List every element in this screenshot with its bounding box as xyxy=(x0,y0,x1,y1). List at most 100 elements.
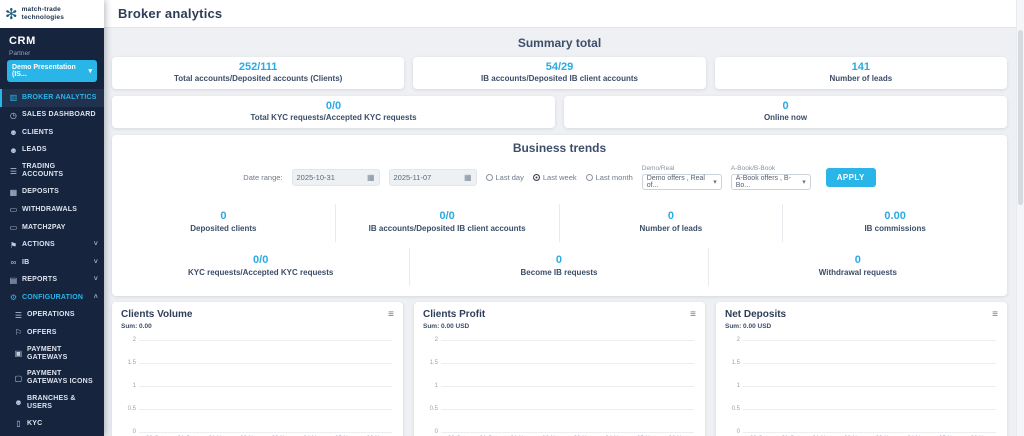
brand-name: match-trade technologies xyxy=(22,6,65,22)
date-range-label: Date range: xyxy=(243,173,282,182)
summary-card-kyc-requests: 0/0 Total KYC requests/Accepted KYC requ… xyxy=(112,96,555,128)
chart-menu-icon[interactable]: ≡ xyxy=(388,310,394,320)
radio-last-week[interactable]: Last week xyxy=(533,173,577,182)
gridline xyxy=(743,386,996,387)
demo-real-select[interactable]: Demo offers , Real of... ▾ xyxy=(642,174,722,190)
stat-label: Withdrawal requests xyxy=(715,268,1001,277)
sidebar-item-match2pay[interactable]: ▭ MATCH2PAY xyxy=(0,219,104,237)
sidebar-item-sales-dashboard[interactable]: ◷ SALES DASHBOARD xyxy=(0,107,104,125)
bar-chart-icon: ▥ xyxy=(9,93,18,102)
radio-circle-icon xyxy=(533,174,540,181)
y-tick-label: 2 xyxy=(121,337,136,343)
summary-card-online-now: 0 Online now xyxy=(564,96,1007,128)
users-icon: ☻ xyxy=(9,128,18,137)
sidebar-item-operations[interactable]: ☰ OPERATIONS xyxy=(0,307,104,325)
sidebar-item-deposits[interactable]: ▦ DEPOSITS xyxy=(0,184,104,202)
list-icon: ☰ xyxy=(14,311,23,320)
charts-row: Clients Volume ≡ Sum: 0.00 21.510.50 30 … xyxy=(112,302,1007,436)
abook-bbook-label: A-Book/B-Book xyxy=(731,165,811,172)
stat-label: IB accounts/Deposited IB client accounts xyxy=(419,74,699,83)
flag-icon: ⚑ xyxy=(9,241,18,250)
main-area: Broker analytics Summary total 252/111 T… xyxy=(104,0,1024,436)
scrollbar-thumb[interactable] xyxy=(1018,30,1023,205)
crm-label: CRM xyxy=(0,28,104,50)
chart-clients-profit: Clients Profit ≡ Sum: 0.00 USD 21.510.50… xyxy=(414,302,705,436)
sidebar-item-leads[interactable]: ☻ LEADS xyxy=(0,142,104,160)
date-from-input[interactable]: 2025-10-31 ▦ xyxy=(292,169,380,186)
y-tick-label: 0 xyxy=(121,429,136,435)
business-trends-title: Business trends xyxy=(112,141,1007,161)
chevron-up-icon: ˄ xyxy=(94,294,98,302)
stat-label: Total accounts/Deposited accounts (Clien… xyxy=(118,74,398,83)
gridline xyxy=(441,340,694,341)
radio-circle-icon xyxy=(486,174,493,181)
y-tick-label: 1 xyxy=(725,383,740,389)
radio-last-day[interactable]: Last day xyxy=(486,173,524,182)
sidebar-item-offers[interactable]: ⚐ OFFERS xyxy=(0,324,104,342)
chart-menu-icon[interactable]: ≡ xyxy=(992,310,998,320)
abook-bbook-select[interactable]: A-Book offers , B-Bo... ▾ xyxy=(731,174,811,190)
sidebar-item-payment-gateways-icons[interactable]: ▢ PAYMENT GATEWAYS ICONS xyxy=(0,366,104,390)
gridline xyxy=(139,363,392,364)
sidebar-item-kyc[interactable]: ▯ KYC xyxy=(0,415,104,433)
sidebar-item-payment-gateways[interactable]: ▣ PAYMENT GATEWAYS xyxy=(0,342,104,366)
page-header: Broker analytics xyxy=(104,0,1024,28)
radio-last-month[interactable]: Last month xyxy=(586,173,633,182)
briefcase-icon: ▣ xyxy=(14,349,23,358)
stat-value: 0 xyxy=(566,210,777,222)
partner-select[interactable]: Demo Presentation (IS... ▾ xyxy=(7,60,97,82)
stat-label: IB commissions xyxy=(789,224,1001,233)
sidebar-item-withdrawals[interactable]: ▭ WITHDRAWALS xyxy=(0,201,104,219)
chart-title: Net Deposits xyxy=(725,309,786,320)
gridline xyxy=(139,432,392,433)
sidebar-item-reports[interactable]: ▤ REPORTS ˅ xyxy=(0,272,104,290)
apply-button[interactable]: APPLY xyxy=(826,168,876,187)
sidebar-item-ib[interactable]: ∞ IB ˅ xyxy=(0,254,104,272)
gridline xyxy=(139,386,392,387)
list-icon: ☰ xyxy=(9,167,18,176)
stat-label: Number of leads xyxy=(566,224,777,233)
wrench-icon: ⚙ xyxy=(9,293,18,302)
chevron-down-icon: ˅ xyxy=(94,241,98,249)
trends-stats-row-2: 0/0 KYC requests/Accepted KYC requests 0… xyxy=(112,244,1007,292)
sidebar-item-configuration[interactable]: ⚙ CONFIGURATION ˄ xyxy=(0,289,104,307)
stat-deposited-clients: 0 Deposited clients xyxy=(112,204,336,242)
y-tick-label: 1 xyxy=(121,383,136,389)
link-icon: ∞ xyxy=(9,258,18,267)
sidebar-item-broker-analytics[interactable]: ▥ BROKER ANALYTICS xyxy=(0,89,104,107)
summary-cards-row-1: 252/111 Total accounts/Deposited account… xyxy=(112,57,1007,89)
y-tick-label: 1 xyxy=(423,383,438,389)
briefcase-icon: ⚐ xyxy=(14,328,23,337)
sidebar-item-trading-accounts[interactable]: ☰ TRADING ACCOUNTS xyxy=(0,159,104,183)
chevron-down-icon: ▾ xyxy=(713,178,717,186)
stat-value: 141 xyxy=(721,61,1001,73)
id-card-icon: ▯ xyxy=(14,419,23,428)
brand-logo: ✻ match-trade technologies xyxy=(0,0,104,28)
chart-net-deposits: Net Deposits ≡ Sum: 0.00 USD 21.510.50 3… xyxy=(716,302,1007,436)
trends-stats-row-1: 0 Deposited clients 0/0 IB accounts/Depo… xyxy=(112,198,1007,244)
stat-label: Deposited clients xyxy=(118,224,329,233)
users-icon: ☻ xyxy=(14,398,23,407)
stat-value: 0/0 xyxy=(342,210,553,222)
sidebar-item-branches-users[interactable]: ☻ BRANCHES & USERS xyxy=(0,391,104,415)
stat-number-of-leads: 0 Number of leads xyxy=(560,204,784,242)
sidebar-nav: ▥ BROKER ANALYTICS ◷ SALES DASHBOARD ☻ C… xyxy=(0,89,104,436)
chevron-down-icon: ▾ xyxy=(88,67,92,75)
stat-value: 0 xyxy=(715,254,1001,266)
chart-menu-icon[interactable]: ≡ xyxy=(690,310,696,320)
stat-kyc-requests: 0/0 KYC requests/Accepted KYC requests xyxy=(112,248,410,286)
vertical-scrollbar[interactable] xyxy=(1016,0,1024,436)
clock-icon: ◷ xyxy=(9,111,18,120)
sidebar-item-clients[interactable]: ☻ CLIENTS xyxy=(0,124,104,142)
sidebar-item-actions[interactable]: ⚑ ACTIONS ˅ xyxy=(0,236,104,254)
y-tick-label: 2 xyxy=(423,337,438,343)
chart-plot: 21.510.50 xyxy=(139,340,392,432)
y-tick-label: 1.5 xyxy=(423,360,438,366)
card-icon: ▭ xyxy=(9,205,18,214)
stat-value: 0 xyxy=(416,254,701,266)
y-tick-label: 2 xyxy=(725,337,740,343)
summary-card-total-accounts: 252/111 Total accounts/Deposited account… xyxy=(112,57,404,89)
summary-cards-row-2: 0/0 Total KYC requests/Accepted KYC requ… xyxy=(112,96,1007,128)
date-to-input[interactable]: 2025-11-07 ▦ xyxy=(389,169,477,186)
calendar-icon: ▦ xyxy=(367,173,375,182)
